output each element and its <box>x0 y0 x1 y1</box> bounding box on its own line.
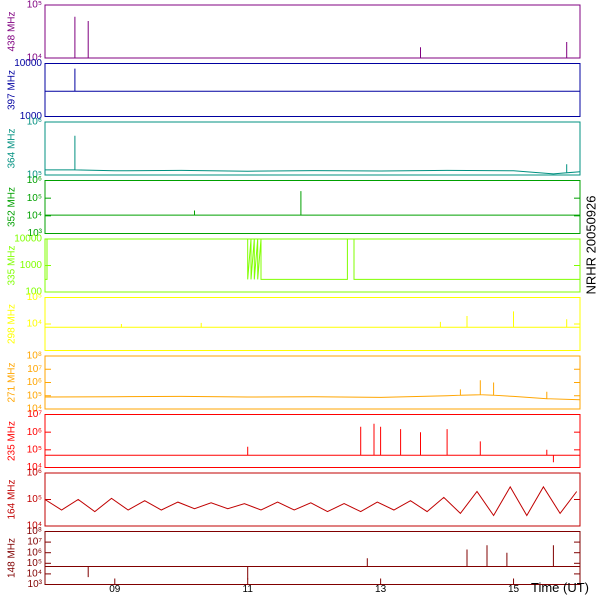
y-tick-label: 10⁶ <box>27 175 42 186</box>
y-axis-label: 271 MHz <box>7 362 18 402</box>
y-tick-label: 10⁸ <box>27 526 42 537</box>
y-tick-label: 10⁴ <box>27 210 42 221</box>
y-axis-label: 298 MHz <box>7 304 18 344</box>
panel-frame <box>44 531 581 585</box>
panel-frame <box>44 414 581 468</box>
y-tick-label: 10⁴ <box>27 462 42 473</box>
data-line <box>44 380 581 401</box>
data-line <box>45 545 580 580</box>
data-line <box>45 191 580 216</box>
data-line <box>45 68 580 92</box>
y-tick-label: 10⁵ <box>27 558 42 569</box>
panel-frame <box>44 472 581 527</box>
y-axis-label: 352 MHz <box>7 187 18 227</box>
panel-frame <box>44 297 581 351</box>
y-tick-label: 10⁸ <box>27 351 42 362</box>
y-axis-label: 235 MHz <box>7 421 18 461</box>
y-tick-label: 10³ <box>28 579 43 590</box>
y-tick-label: 10000 <box>14 234 42 245</box>
x-axis-label: Time (UT) <box>531 580 589 595</box>
x-tick-label: 15 <box>508 584 520 595</box>
y-axis-label: 364 MHz <box>7 128 18 168</box>
side-label: NRHR 20050926 <box>583 195 598 294</box>
y-tick-label: 10⁴ <box>27 569 42 580</box>
y-tick-label: 10⁵ <box>27 0 42 11</box>
y-tick-label: 10⁶ <box>27 117 42 128</box>
y-tick-label: 1000 <box>20 260 43 271</box>
y-tick-label: 10⁶ <box>27 547 42 558</box>
y-tick-label: 10⁵ <box>27 494 42 505</box>
data-line <box>44 485 578 517</box>
y-tick-label: 10⁷ <box>27 364 42 375</box>
y-axis-label: 164 MHz <box>7 479 18 519</box>
y-tick-label: 100 <box>25 287 42 298</box>
y-tick-label: 10⁵ <box>27 170 42 181</box>
y-tick-label: 10³ <box>28 228 43 239</box>
data-line <box>45 311 580 328</box>
y-axis-label: 335 MHz <box>7 245 18 285</box>
y-tick-label: 10⁷ <box>27 537 42 548</box>
y-axis-label: 397 MHz <box>7 70 18 110</box>
y-tick-label: 10⁵ <box>27 390 42 401</box>
y-tick-label: 10⁵ <box>27 444 42 455</box>
y-tick-label: 10⁶ <box>27 468 42 479</box>
panel-frame <box>44 4 581 59</box>
x-tick-label: 11 <box>243 584 254 595</box>
y-tick-label: 10⁶ <box>27 377 42 388</box>
y-tick-label: 1000 <box>20 111 43 122</box>
panel-frame <box>44 180 581 234</box>
y-tick-label: 10⁴ <box>27 404 42 415</box>
x-tick-label: 13 <box>375 584 387 595</box>
data-line <box>45 16 580 59</box>
y-axis-label: 438 MHz <box>7 11 18 51</box>
y-tick-label: 10⁵ <box>27 193 42 204</box>
y-tick-label: 10⁵ <box>27 292 42 303</box>
data-line <box>45 238 580 280</box>
y-tick-label: 10⁴ <box>27 521 42 532</box>
panel-frame <box>44 121 581 176</box>
data-line <box>45 423 580 463</box>
y-tick-label: 10000 <box>14 58 42 69</box>
panel-frame <box>44 63 581 117</box>
y-tick-label: 10⁴ <box>27 53 42 64</box>
y-tick-label: 10⁶ <box>27 427 42 438</box>
panel-frame <box>44 238 581 293</box>
y-tick-label: 10⁷ <box>27 409 42 420</box>
y-tick-label: 10⁴ <box>27 319 42 330</box>
data-line <box>45 135 581 175</box>
y-axis-label: 148 MHz <box>7 538 18 578</box>
x-tick-label: 09 <box>109 584 121 595</box>
panel-frame <box>44 355 581 410</box>
